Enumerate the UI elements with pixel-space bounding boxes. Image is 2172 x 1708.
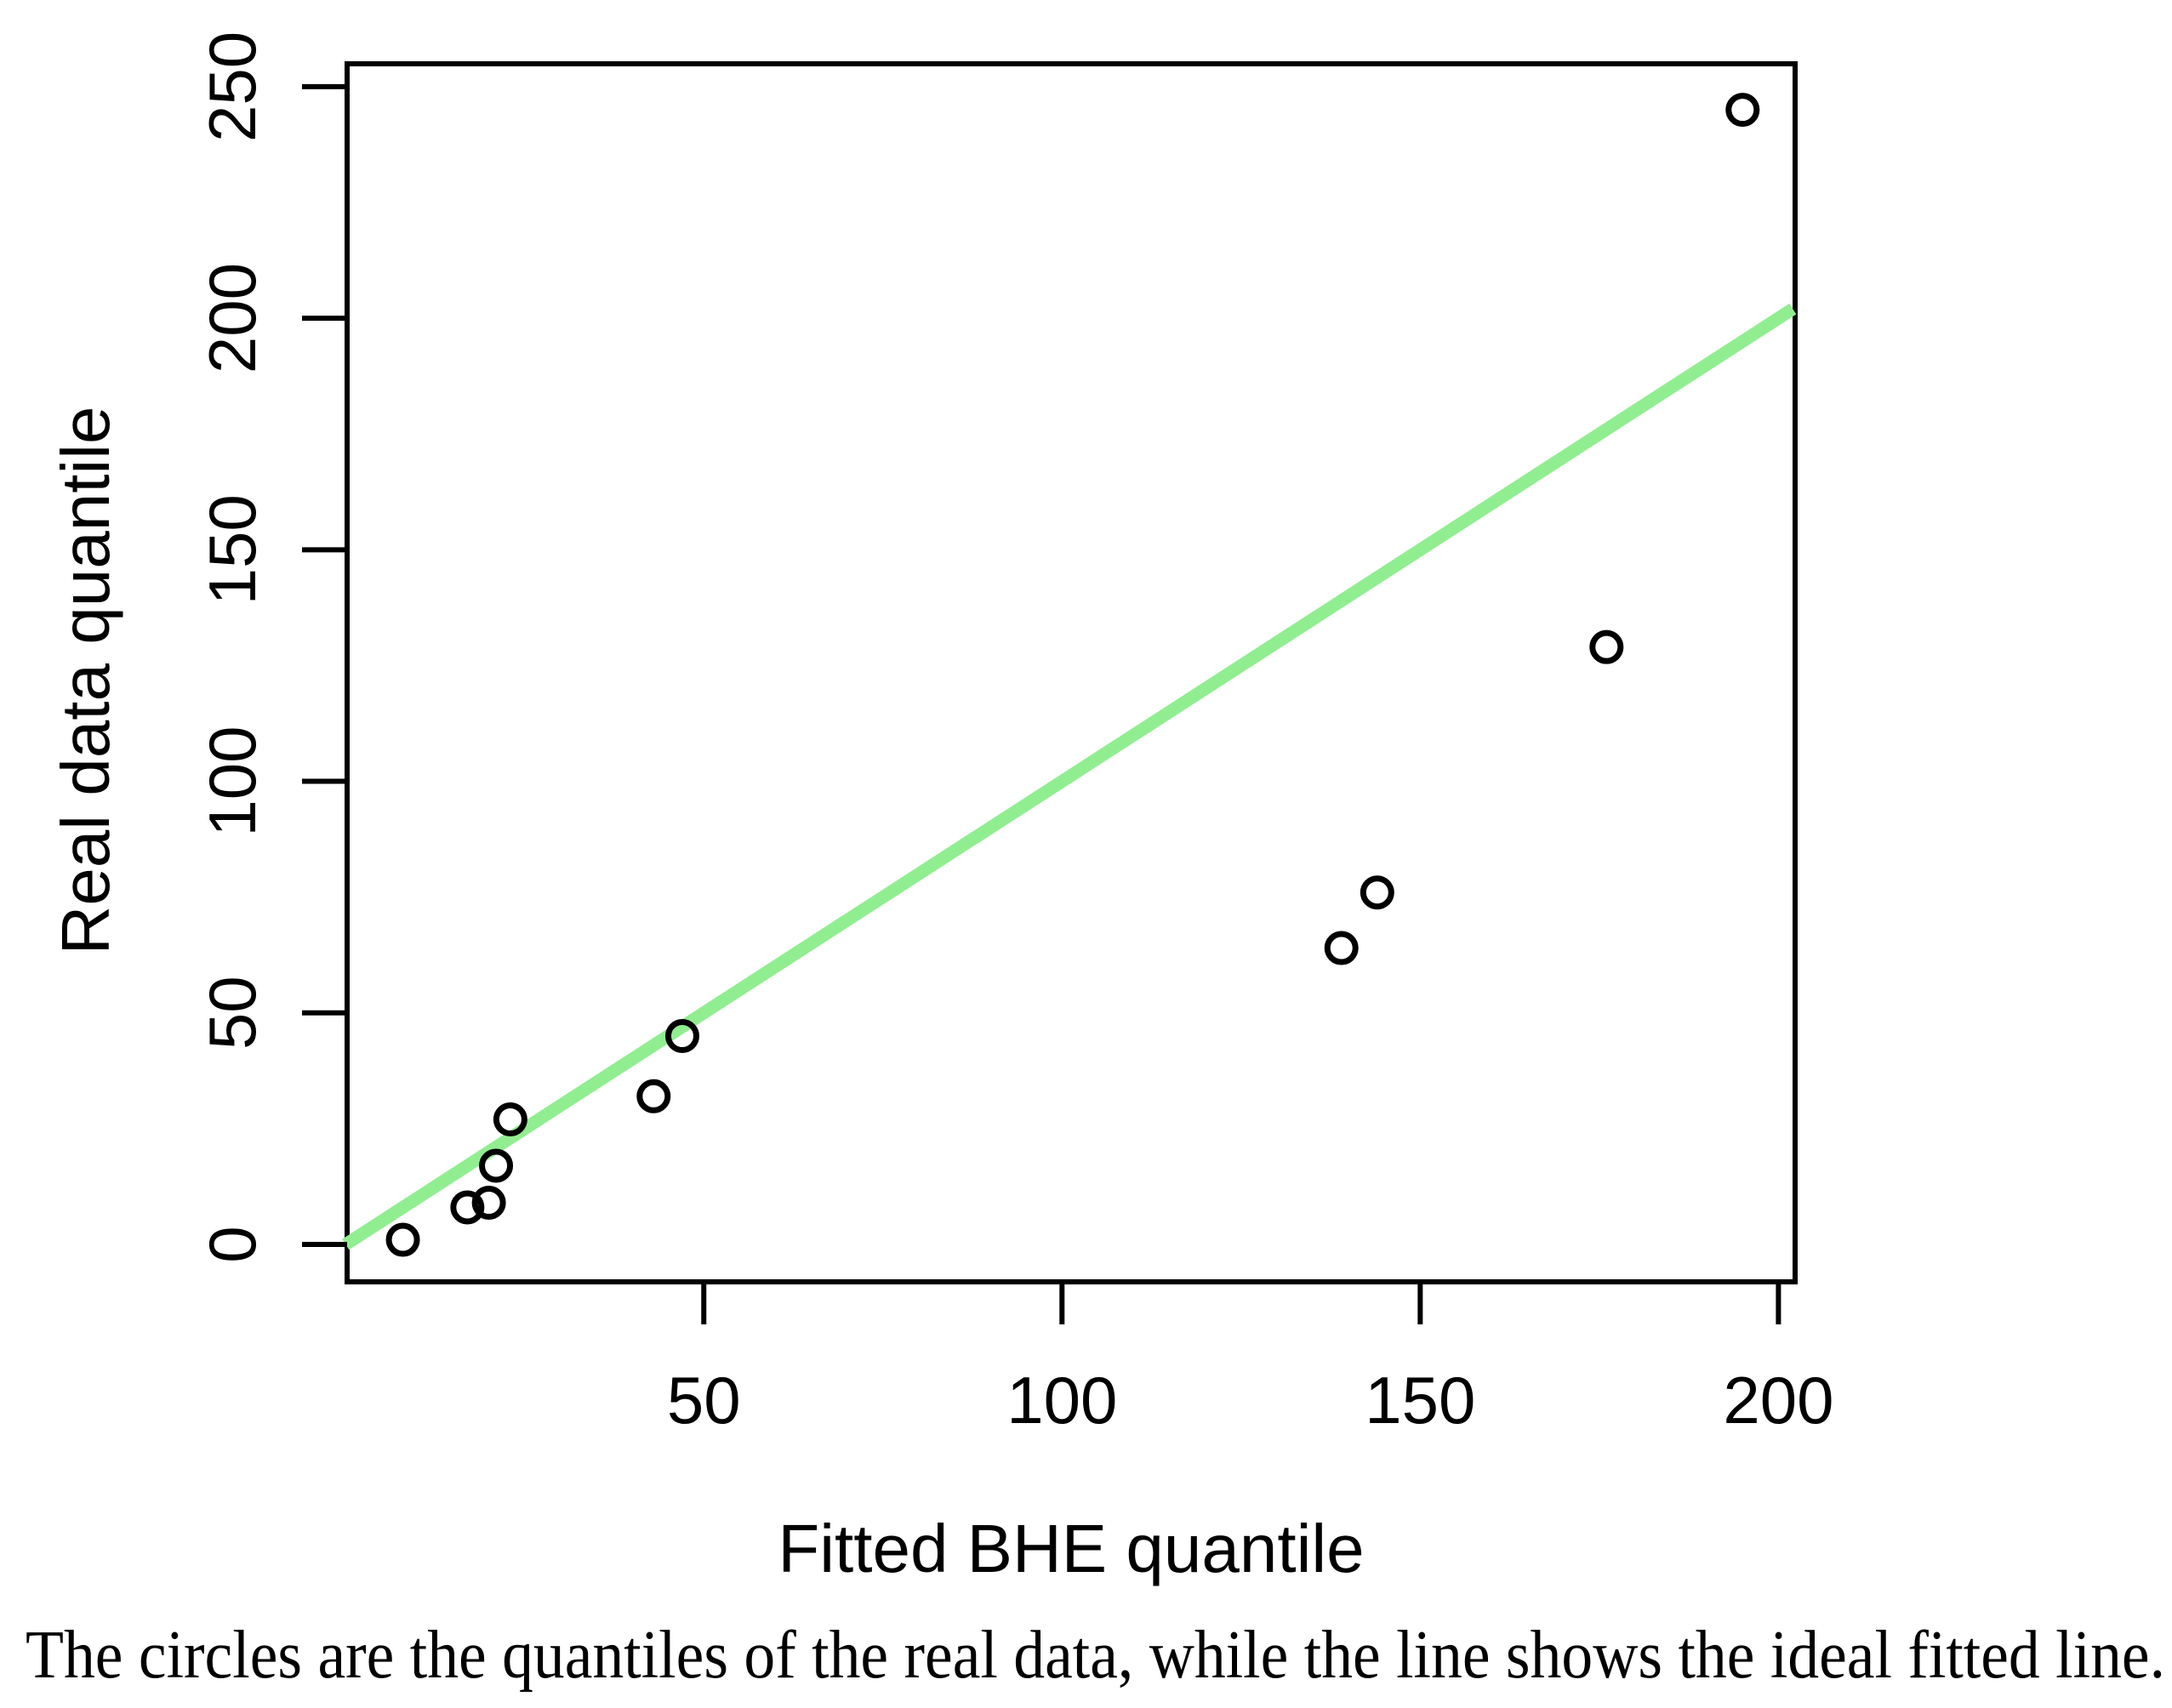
data-point-marker bbox=[1589, 629, 1624, 664]
y-tick-label: 200 bbox=[195, 263, 270, 373]
x-tick-label: 50 bbox=[667, 1363, 741, 1438]
y-tick-label: 250 bbox=[195, 31, 270, 142]
x-tick-label: 150 bbox=[1365, 1363, 1475, 1438]
plot-area-border bbox=[345, 61, 1798, 1284]
data-points bbox=[385, 93, 1760, 1257]
y-tick-label: 100 bbox=[195, 726, 270, 836]
y-tick-label: 150 bbox=[195, 494, 270, 605]
data-point-marker bbox=[479, 1148, 514, 1183]
data-point-marker bbox=[471, 1186, 506, 1221]
data-point-marker bbox=[493, 1102, 527, 1137]
x-axis-title: Fitted BHE quantile bbox=[778, 1511, 1364, 1586]
y-axis-title: Real data quantile bbox=[48, 407, 123, 955]
figure-caption: The circles are the quantiles of the rea… bbox=[26, 1618, 2165, 1693]
data-point-marker bbox=[1725, 93, 1760, 128]
data-point-marker bbox=[1360, 875, 1394, 910]
ideal-fit-line bbox=[342, 303, 1797, 1250]
data-point-marker bbox=[385, 1222, 420, 1257]
x-axis-ticks: 50 100 150 200 bbox=[667, 1282, 1833, 1438]
data-point-marker bbox=[450, 1190, 485, 1225]
y-tick-label: 50 bbox=[195, 976, 270, 1050]
data-point-marker bbox=[1324, 931, 1359, 965]
x-tick-label: 100 bbox=[1006, 1363, 1117, 1438]
data-point-marker bbox=[664, 1019, 699, 1054]
y-tick-label: 0 bbox=[195, 1226, 270, 1262]
x-tick-label: 200 bbox=[1723, 1363, 1833, 1438]
y-axis-ticks: 0 50 100 150 200 250 bbox=[195, 31, 347, 1263]
data-point-marker bbox=[636, 1079, 671, 1113]
